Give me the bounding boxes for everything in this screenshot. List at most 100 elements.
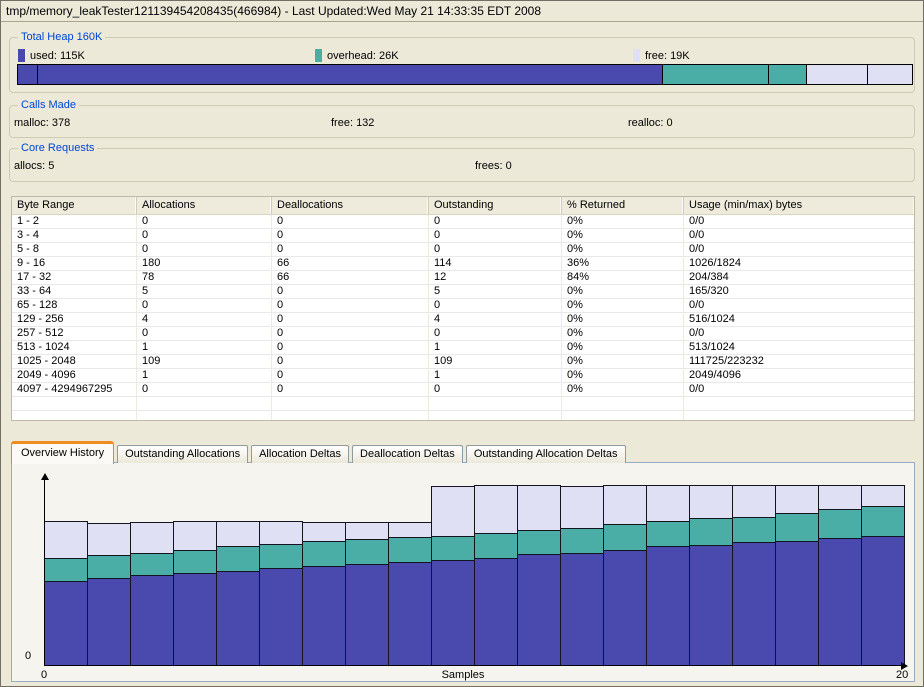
bar-segment-overhead	[388, 537, 432, 562]
free-color-swatch-icon	[633, 49, 640, 62]
tab-outstanding-allocation-deltas[interactable]: Outstanding Allocation Deltas	[466, 445, 626, 463]
table-cell	[272, 411, 429, 421]
table-cell: 0%	[562, 215, 684, 229]
column-header-deallocations[interactable]: Deallocations	[272, 197, 429, 214]
table-cell	[429, 397, 562, 411]
table-cell: 0	[137, 243, 272, 257]
table-row[interactable]: 33 - 645050%165/320	[12, 285, 914, 299]
table-cell: 33 - 64	[12, 285, 137, 299]
table-cell: 17 - 32	[12, 271, 137, 285]
table-row[interactable]: 2049 - 40961010%2049/4096	[12, 369, 914, 383]
bar-segment-overhead	[517, 530, 561, 554]
table-cell: 0	[137, 299, 272, 313]
allocs-count: allocs: 5	[14, 160, 54, 172]
bar-segment-free	[689, 485, 733, 518]
bar-segment-free	[259, 521, 303, 544]
table-row[interactable]: 1 - 20000%0/0	[12, 215, 914, 229]
table-cell: 9 - 16	[12, 257, 137, 271]
bar-segment-free	[775, 485, 819, 513]
table-cell: 513 - 1024	[12, 341, 137, 355]
bar-segment-free	[560, 486, 604, 528]
table-cell	[137, 411, 272, 421]
table-row-empty[interactable]	[12, 397, 914, 411]
table-row[interactable]: 257 - 5120000%0/0	[12, 327, 914, 341]
chart-bar-sample-2	[87, 523, 131, 665]
table-cell: 204/384	[684, 271, 914, 285]
column-header-byte-range[interactable]: Byte Range	[12, 197, 137, 214]
table-cell: 0%	[562, 383, 684, 397]
table-cell: 66	[272, 271, 429, 285]
tab-overview-history[interactable]: Overview History	[11, 441, 114, 464]
legend-free: free: 19K	[633, 49, 690, 62]
overview-history-panel: 0 0 Samples 20	[11, 462, 915, 682]
malloc-count: malloc: 378	[14, 117, 70, 129]
bar-segment-overhead	[689, 518, 733, 545]
table-cell: 180	[137, 257, 272, 271]
table-cell	[684, 397, 914, 411]
table-cell: 1	[137, 369, 272, 383]
bar-segment-used	[818, 538, 862, 665]
bar-segment-used	[259, 568, 303, 665]
table-cell: 3 - 4	[12, 229, 137, 243]
bar-segment-free	[861, 485, 905, 506]
column-header-outstanding[interactable]: Outstanding	[429, 197, 562, 214]
table-row-empty[interactable]	[12, 411, 914, 421]
table-row[interactable]: 9 - 161806611436%1026/1824	[12, 257, 914, 271]
realloc-count: realloc: 0	[628, 117, 673, 129]
bar-segment-overhead	[345, 539, 389, 564]
heap-region-used	[38, 65, 664, 84]
bar-segment-free	[431, 486, 475, 536]
bar-segment-used	[302, 566, 346, 665]
table-cell: 0	[272, 299, 429, 313]
table-row[interactable]: 4097 - 42949672950000%0/0	[12, 383, 914, 397]
bar-segment-free	[517, 485, 561, 530]
table-cell: 1025 - 2048	[12, 355, 137, 369]
table-cell: 1	[137, 341, 272, 355]
tab-allocation-deltas[interactable]: Allocation Deltas	[251, 445, 349, 463]
table-row[interactable]: 17 - 3278661284%204/384	[12, 271, 914, 285]
column-header-returned[interactable]: % Returned	[562, 197, 684, 214]
table-cell: 4	[429, 313, 562, 327]
legend-used: used: 115K	[18, 49, 85, 62]
table-row[interactable]: 65 - 1280000%0/0	[12, 299, 914, 313]
chart-bar-sample-14	[603, 485, 647, 665]
table-row[interactable]: 3 - 40000%0/0	[12, 229, 914, 243]
table-cell: 78	[137, 271, 272, 285]
table-cell: 0%	[562, 313, 684, 327]
table-row[interactable]: 129 - 2564040%516/1024	[12, 313, 914, 327]
calls-made-groupbox: Calls Made malloc: 378 free: 132 realloc…	[9, 105, 915, 138]
table-row[interactable]: 1025 - 204810901090%111725/223232	[12, 355, 914, 369]
table-cell: 0/0	[684, 327, 914, 341]
bar-segment-used	[603, 550, 647, 665]
table-cell: 0	[272, 327, 429, 341]
table-cell: 129 - 256	[12, 313, 137, 327]
heap-region-free	[868, 65, 912, 84]
column-header-usage-min-max-bytes[interactable]: Usage (min/max) bytes	[684, 197, 914, 214]
table-cell	[12, 397, 137, 411]
table-cell	[137, 397, 272, 411]
table-cell: 0	[429, 215, 562, 229]
table-cell: 114	[429, 257, 562, 271]
table-cell: 0%	[562, 341, 684, 355]
table-cell: 12	[429, 271, 562, 285]
tab-deallocation-deltas[interactable]: Deallocation Deltas	[352, 445, 463, 463]
table-cell: 0	[272, 341, 429, 355]
bar-segment-used	[474, 558, 518, 665]
bar-segment-overhead	[775, 513, 819, 541]
bar-segment-free	[173, 521, 217, 550]
bar-segment-used	[388, 562, 432, 666]
table-cell: 516/1024	[684, 313, 914, 327]
chart-bar-sample-1	[44, 521, 88, 665]
chart-bar-sample-5	[216, 521, 260, 665]
bar-segment-used	[173, 573, 217, 665]
tab-outstanding-allocations[interactable]: Outstanding Allocations	[117, 445, 248, 463]
heap-region-used	[18, 65, 38, 84]
column-header-allocations[interactable]: Allocations	[137, 197, 272, 214]
table-row[interactable]: 5 - 80000%0/0	[12, 243, 914, 257]
bar-segment-free	[44, 521, 88, 558]
bar-segment-used	[216, 571, 260, 666]
table-cell: 66	[272, 257, 429, 271]
bar-segment-used	[44, 581, 88, 665]
bar-segment-overhead	[216, 546, 260, 571]
table-row[interactable]: 513 - 10241010%513/1024	[12, 341, 914, 355]
